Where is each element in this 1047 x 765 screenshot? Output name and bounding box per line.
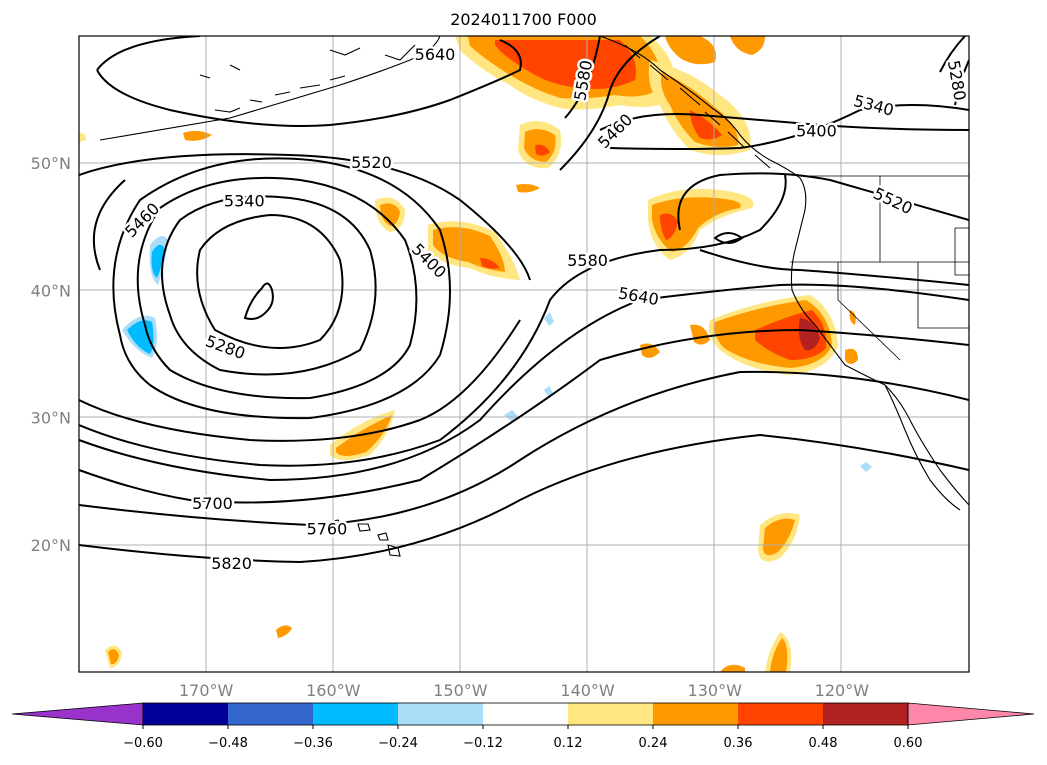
svg-text:5580: 5580 bbox=[567, 251, 608, 270]
colorbar-tick-label: −0.36 bbox=[293, 736, 333, 751]
colorbar-segment bbox=[823, 703, 908, 725]
lat-tick-label: 20°N bbox=[31, 536, 71, 555]
colorbar-tick-label: 0.36 bbox=[724, 736, 753, 751]
colorbar-extend-high bbox=[907, 702, 1035, 726]
latitude-labels: 50°N 40°N 30°N 20°N bbox=[31, 154, 71, 555]
map-frame bbox=[78, 35, 970, 673]
colorbar-segment bbox=[313, 703, 398, 725]
lat-tick-label: 30°N bbox=[31, 409, 71, 428]
lon-tick-label: 160°W bbox=[306, 681, 361, 700]
colorbar-segment bbox=[738, 703, 823, 725]
lon-tick-label: 130°W bbox=[688, 681, 743, 700]
map-title: 2024011700 F000 bbox=[450, 10, 597, 29]
contour-label-text: 5640 bbox=[415, 45, 456, 64]
positive-anomaly-fills bbox=[79, 36, 858, 672]
svg-text:5400: 5400 bbox=[796, 121, 837, 140]
colorbar-tick-label: 0.24 bbox=[639, 736, 668, 751]
colorbar-tick-label: −0.60 bbox=[123, 736, 163, 751]
svg-text:5520: 5520 bbox=[351, 153, 392, 172]
contour-label-text: 5340 bbox=[224, 191, 265, 210]
contour-label-text: 5820 bbox=[211, 554, 252, 573]
colorbar-tick-label: 0.48 bbox=[809, 736, 838, 751]
lon-tick-label: 120°W bbox=[815, 681, 870, 700]
contour-label-text: 5760 bbox=[307, 520, 348, 539]
political-borders bbox=[790, 175, 969, 361]
colorbar-segment bbox=[143, 703, 228, 725]
colorbar-tick-label: 0.12 bbox=[554, 736, 583, 751]
coastlines bbox=[99, 36, 969, 557]
colorbar-segment bbox=[228, 703, 313, 725]
height-contours bbox=[79, 36, 969, 564]
svg-text:5640: 5640 bbox=[415, 45, 456, 64]
lon-tick-label: 170°W bbox=[179, 681, 234, 700]
contour-label-text: 5580 bbox=[567, 251, 608, 270]
colorbar-tick-label: −0.48 bbox=[208, 736, 248, 751]
svg-text:5820: 5820 bbox=[211, 554, 252, 573]
colorbar-segment bbox=[653, 703, 738, 725]
lat-tick-label: 40°N bbox=[31, 281, 71, 300]
map-area: 5640564055805580546054605340534054005400… bbox=[79, 36, 969, 672]
svg-text:5700: 5700 bbox=[192, 494, 233, 513]
svg-text:5340: 5340 bbox=[224, 191, 265, 210]
colorbar-tick-label: 0.60 bbox=[894, 736, 923, 751]
colorbar: −0.60 −0.48 −0.36 −0.24 −0.12 0.12 0.24 0.36 0.4… bbox=[11, 702, 1035, 751]
contour-label-text: 5520 bbox=[351, 153, 392, 172]
colorbar-extend-low bbox=[11, 702, 144, 726]
colorbar-tick-label: −0.24 bbox=[378, 736, 418, 751]
colorbar-segment bbox=[568, 703, 653, 725]
negative-anomaly-fills bbox=[122, 236, 872, 472]
svg-text:5760: 5760 bbox=[307, 520, 348, 539]
longitude-labels: 170°W 160°W 150°W 140°W 130°W 120°W bbox=[179, 681, 869, 700]
colorbar-tick-label: −0.12 bbox=[463, 736, 503, 751]
lon-tick-label: 140°W bbox=[560, 681, 615, 700]
contour-label-text: 5400 bbox=[796, 121, 837, 140]
contour-label-text: 5700 bbox=[192, 494, 233, 513]
lon-tick-label: 150°W bbox=[433, 681, 488, 700]
colorbar-segment bbox=[483, 703, 568, 725]
lat-tick-label: 50°N bbox=[31, 154, 71, 173]
colorbar-segment bbox=[398, 703, 483, 725]
